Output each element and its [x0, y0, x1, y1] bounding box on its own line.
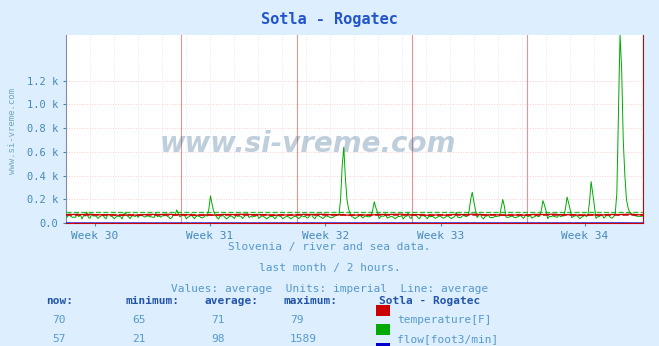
Text: 79: 79	[290, 315, 303, 325]
Text: last month / 2 hours.: last month / 2 hours.	[258, 263, 401, 273]
Text: flow[foot3/min]: flow[foot3/min]	[397, 334, 499, 344]
Text: 57: 57	[53, 334, 66, 344]
Text: Slovenia / river and sea data.: Slovenia / river and sea data.	[228, 242, 431, 252]
Text: www.si-vreme.com: www.si-vreme.com	[160, 130, 456, 158]
Text: www.si-vreme.com: www.si-vreme.com	[8, 89, 17, 174]
Text: 65: 65	[132, 315, 145, 325]
Text: 21: 21	[132, 334, 145, 344]
Text: 1589: 1589	[290, 334, 317, 344]
Text: now:: now:	[46, 296, 73, 306]
Text: 98: 98	[211, 334, 224, 344]
Text: Sotla - Rogatec: Sotla - Rogatec	[261, 12, 398, 27]
Text: average:: average:	[204, 296, 258, 306]
Text: Sotla - Rogatec: Sotla - Rogatec	[379, 296, 480, 306]
Text: minimum:: minimum:	[125, 296, 179, 306]
Text: maximum:: maximum:	[283, 296, 337, 306]
Text: 70: 70	[53, 315, 66, 325]
Text: Values: average  Units: imperial  Line: average: Values: average Units: imperial Line: av…	[171, 284, 488, 294]
Text: 71: 71	[211, 315, 224, 325]
Text: temperature[F]: temperature[F]	[397, 315, 492, 325]
